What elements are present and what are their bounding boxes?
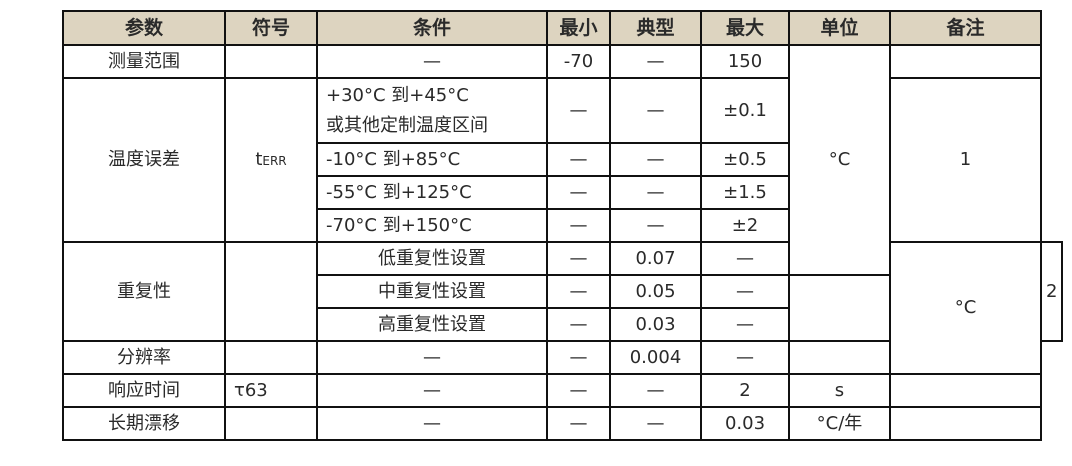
table-row: 重复性 低重复性设置 — 0.07 — °C 2 xyxy=(62,241,1064,375)
condition-cell: — xyxy=(316,44,548,79)
header-symbol: 符号 xyxy=(224,10,318,46)
condition-cell: +30°C 到+45°C 或其他定制温度区间 xyxy=(316,77,548,144)
table-row: 高重复性设置 — 0.03 — xyxy=(63,307,1062,342)
min-cell: — xyxy=(546,307,611,342)
param-cell: 重复性 xyxy=(62,241,226,342)
note-cell xyxy=(788,340,891,375)
spec-table: 参数 符号 条件 最小 典型 最大 单位 备注 测量范围 — -70 — 150… xyxy=(62,10,1064,441)
note-cell xyxy=(889,44,1042,79)
typ-cell: — xyxy=(609,208,702,243)
unit-cell: s xyxy=(788,373,891,408)
table-row: 温度误差 tERR +30°C 到+45°C 或其他定制温度区间 — — ±0.1… xyxy=(62,77,1062,243)
table-row: -10°C 到+85°C — — ±0.5 xyxy=(63,142,1062,177)
note-cell: 1 xyxy=(889,77,1042,243)
param-cell: 温度误差 xyxy=(62,77,226,243)
condition-cell: — xyxy=(316,406,548,441)
unit-cell: °C xyxy=(889,241,1042,375)
condition-line: +30°C 到+45°C xyxy=(326,84,469,106)
condition-cell: — xyxy=(316,373,548,408)
header-row: 参数 符号 条件 最小 典型 最大 单位 备注 xyxy=(62,10,1062,46)
table-row: -70°C 到+150°C — — ±2 xyxy=(63,208,1062,243)
max-cell: 0.03 xyxy=(700,406,790,441)
min-cell: — xyxy=(546,340,611,375)
symbol-cell xyxy=(224,406,318,441)
typ-cell: — xyxy=(609,44,702,79)
table-row: 分辨率 — — 0.004 — xyxy=(62,340,1062,375)
unit-cell: °C xyxy=(788,44,891,276)
symbol-subscript: ERR xyxy=(262,153,287,168)
symbol-main: t xyxy=(255,148,263,170)
condition-line: 或其他定制温度区间 xyxy=(326,114,488,136)
param-cell: 分辨率 xyxy=(62,340,226,375)
typ-cell: 0.05 xyxy=(609,274,702,309)
max-cell: ±2 xyxy=(700,208,790,243)
header-param: 参数 xyxy=(62,10,226,46)
table-row: 响应时间 τ63 — — — 2 s xyxy=(62,373,1062,408)
typ-cell: — xyxy=(609,175,702,210)
min-cell: — xyxy=(546,77,611,144)
typ-cell: 0.07 xyxy=(609,241,702,276)
header-typ: 典型 xyxy=(609,10,702,46)
max-cell: ±1.5 xyxy=(700,175,790,210)
typ-cell: — xyxy=(609,373,702,408)
typ-cell: — xyxy=(609,406,702,441)
max-cell: 150 xyxy=(700,44,790,79)
max-cell: — xyxy=(700,307,790,342)
param-cell: 响应时间 xyxy=(62,373,226,408)
symbol-cell xyxy=(224,340,318,375)
min-cell: — xyxy=(546,208,611,243)
typ-cell: — xyxy=(609,142,702,177)
table-row: 长期漂移 — — — 0.03 °C/年 xyxy=(62,406,1062,441)
condition-cell: -70°C 到+150°C xyxy=(316,208,548,243)
symbol-cell: τ63 xyxy=(224,373,318,408)
condition-cell: — xyxy=(316,340,548,375)
symbol-cell: tERR xyxy=(224,77,318,243)
header-max: 最大 xyxy=(700,10,790,46)
table-row: -55°C 到+125°C — — ±1.5 xyxy=(63,175,1062,210)
symbol-cell xyxy=(224,241,318,342)
min-cell: — xyxy=(546,406,611,441)
condition-cell: 高重复性设置 xyxy=(316,307,548,342)
symbol-cell xyxy=(224,44,318,79)
header-unit: 单位 xyxy=(788,10,891,46)
max-cell: — xyxy=(700,274,790,309)
condition-cell: -10°C 到+85°C xyxy=(316,142,548,177)
typ-cell: 0.03 xyxy=(609,307,702,342)
max-cell: ±0.1 xyxy=(700,77,790,144)
condition-cell: -55°C 到+125°C xyxy=(316,175,548,210)
unit-cell: °C/年 xyxy=(788,406,891,441)
typ-cell: 0.004 xyxy=(609,340,702,375)
param-cell: 长期漂移 xyxy=(62,406,226,441)
min-cell: — xyxy=(546,175,611,210)
max-cell: — xyxy=(700,340,790,375)
header-min: 最小 xyxy=(546,10,611,46)
condition-cell: 低重复性设置 xyxy=(316,241,548,276)
header-condition: 条件 xyxy=(316,10,548,46)
min-cell: -70 xyxy=(546,44,611,79)
max-cell: ±0.5 xyxy=(700,142,790,177)
table-row: 中重复性设置 — 0.05 — xyxy=(63,274,1062,309)
note-cell xyxy=(889,406,1042,441)
min-cell: — xyxy=(546,373,611,408)
header-note: 备注 xyxy=(889,10,1042,46)
param-cell: 测量范围 xyxy=(62,44,226,79)
typ-cell: — xyxy=(609,77,702,144)
table-row: 测量范围 — -70 — 150 °C xyxy=(62,44,1062,276)
max-cell: 2 xyxy=(700,373,790,408)
condition-cell: 中重复性设置 xyxy=(316,274,548,309)
note-cell: 2 xyxy=(1039,241,1064,342)
min-cell: — xyxy=(546,274,611,309)
note-cell xyxy=(889,373,1042,408)
min-cell: — xyxy=(546,142,611,177)
max-cell: — xyxy=(700,241,790,276)
min-cell: — xyxy=(546,241,611,276)
